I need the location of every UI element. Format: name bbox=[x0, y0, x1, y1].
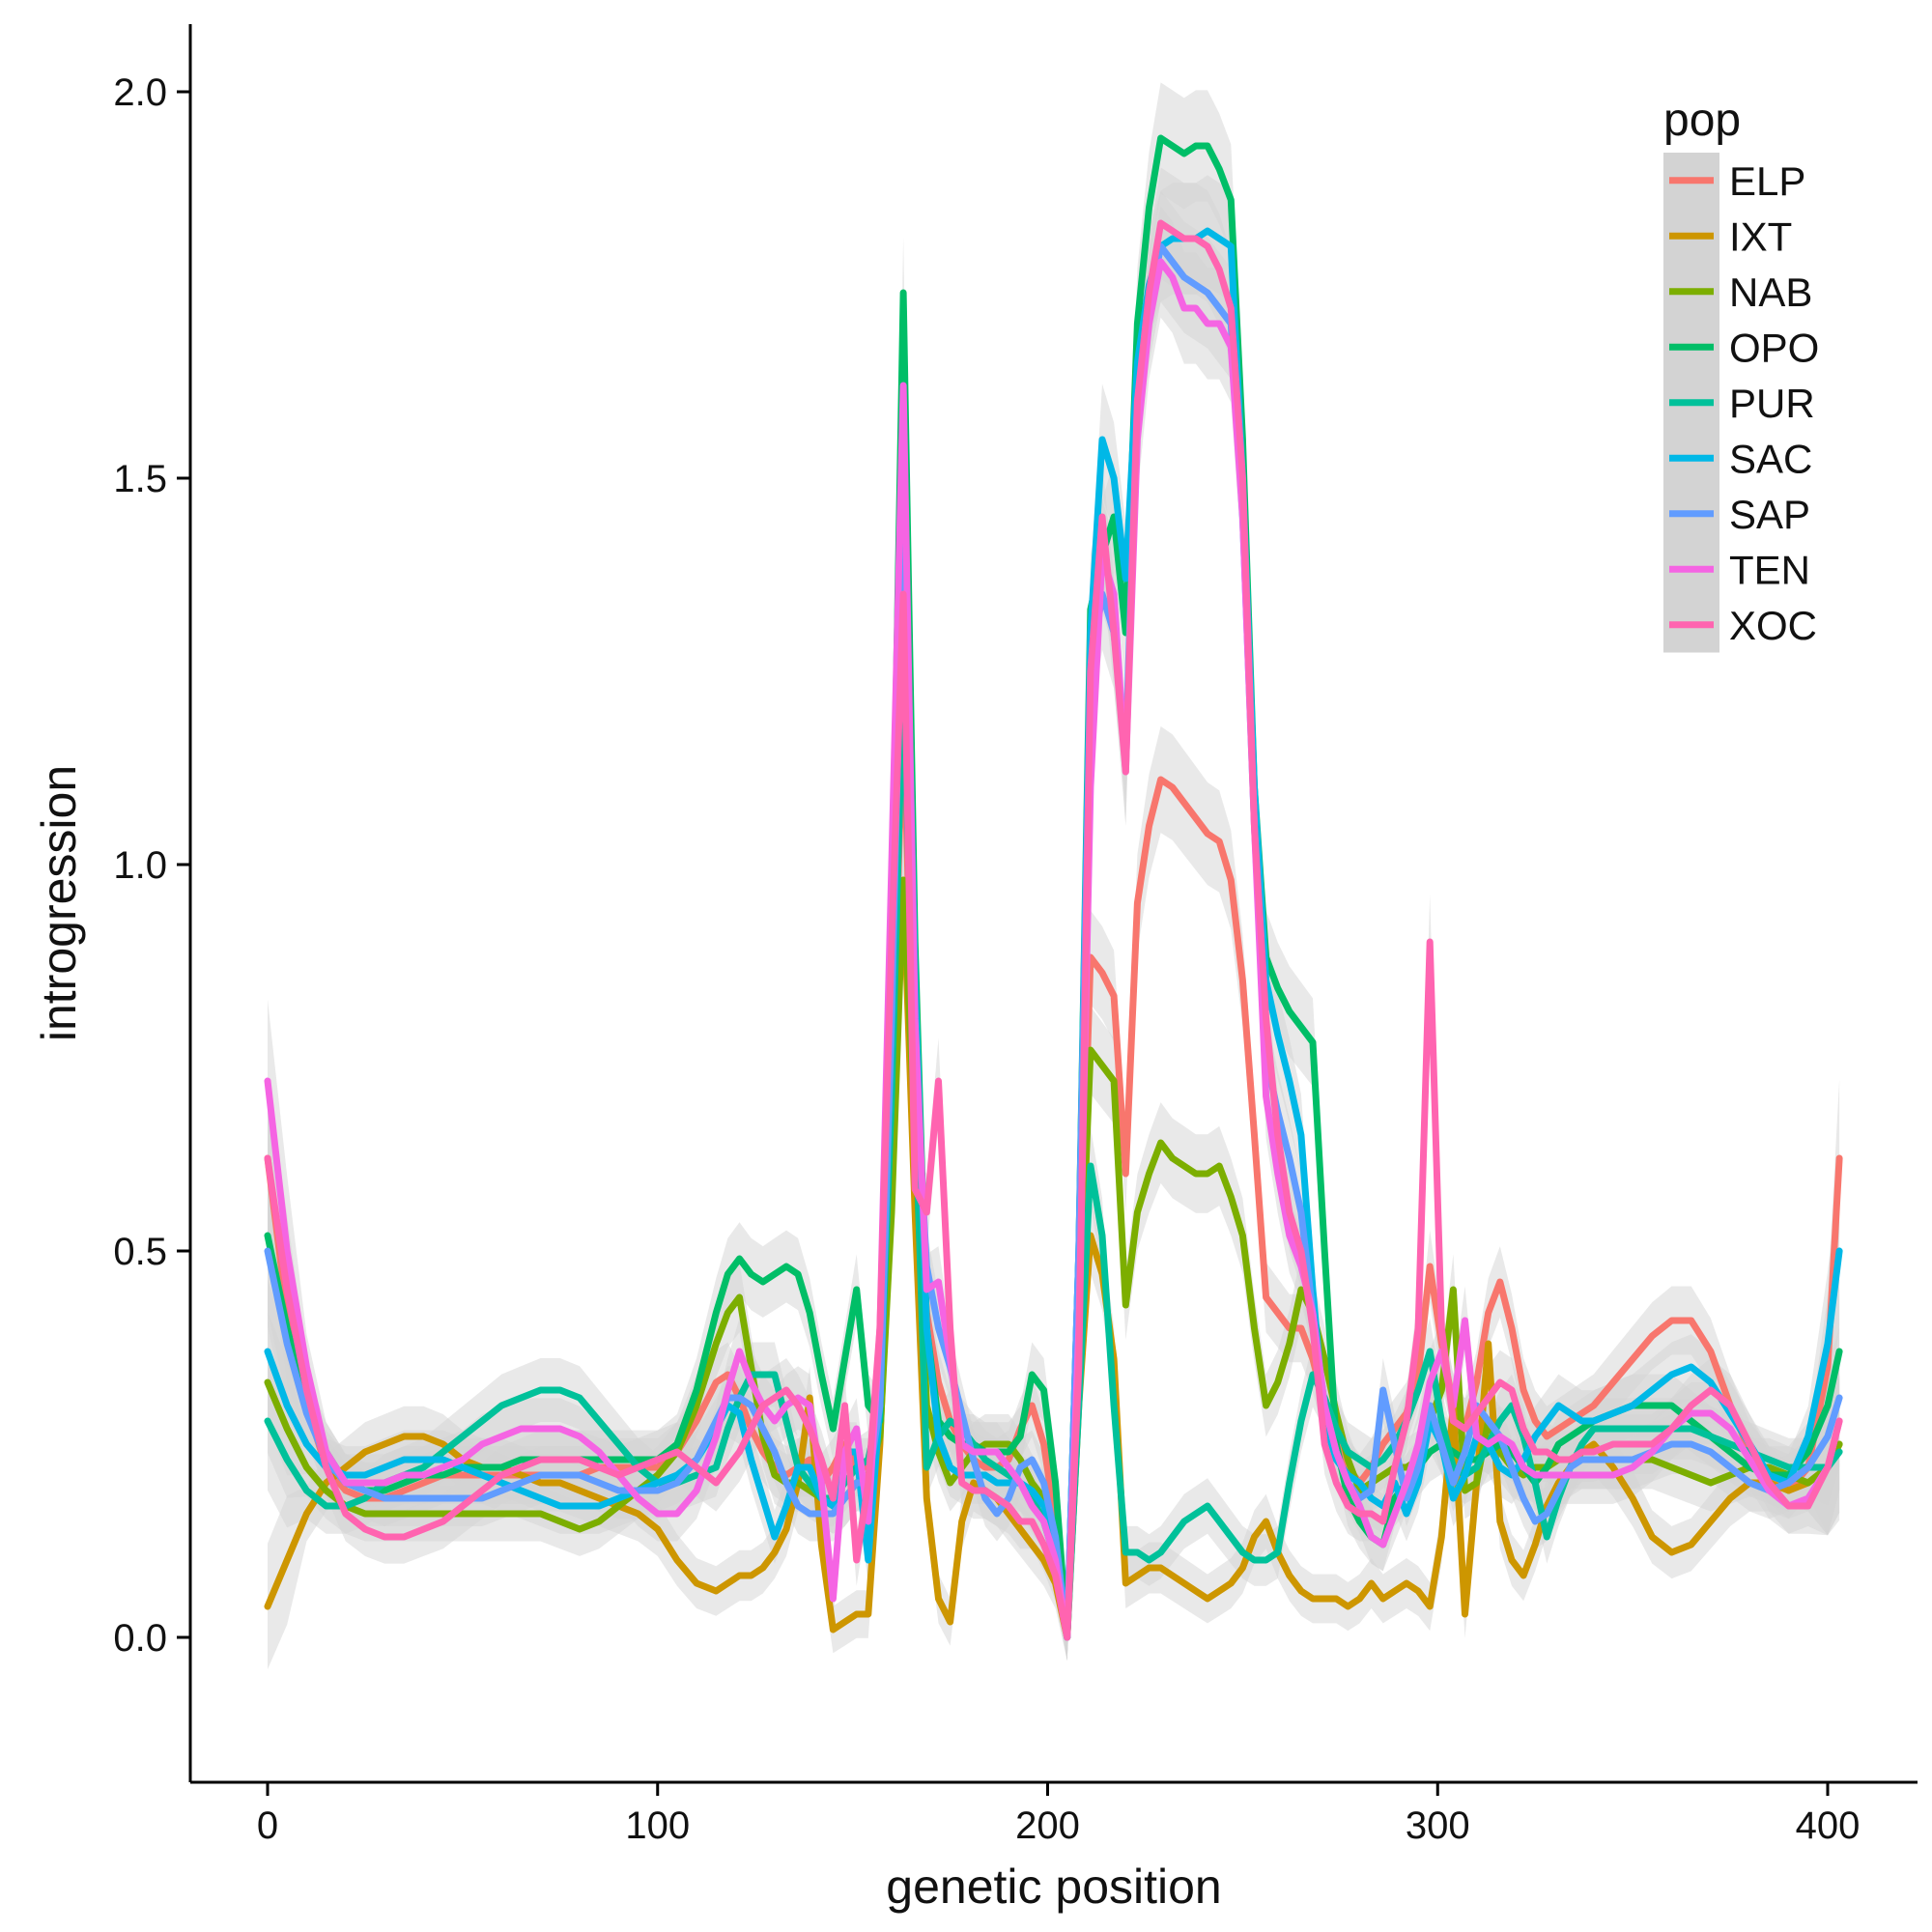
series-line-ixt bbox=[264, 876, 1843, 1641]
y-tick-label: 0.5 bbox=[113, 1231, 167, 1273]
legend-label-opo: OPO bbox=[1729, 325, 1819, 370]
legend-label-ten: TEN bbox=[1729, 547, 1810, 592]
series-line-pur bbox=[264, 668, 1843, 1641]
y-axis-title: introgression bbox=[32, 765, 86, 1041]
series-line-ten bbox=[264, 258, 1843, 1641]
legend-label-nab: NAB bbox=[1729, 270, 1812, 315]
x-axis-ticks: 0 100 200 300 400 bbox=[257, 1782, 1861, 1847]
x-tick-label: 100 bbox=[625, 1804, 690, 1847]
legend-title: pop bbox=[1663, 95, 1741, 146]
y-axis-ticks: 0.0 0.5 1.0 1.5 2.0 bbox=[113, 71, 190, 1660]
series-line-xoc bbox=[264, 219, 1843, 1641]
legend-label-sap: SAP bbox=[1729, 492, 1810, 537]
x-tick-label: 200 bbox=[1015, 1804, 1080, 1847]
axes: 0 100 200 300 400 0.0 0.5 1.0 1.5 2.0 genetic po… bbox=[32, 24, 1918, 1914]
x-axis-title: genetic position bbox=[886, 1860, 1221, 1914]
series-line-sac bbox=[264, 227, 1843, 1641]
x-tick-label: 300 bbox=[1406, 1804, 1470, 1847]
legend-label-xoc: XOC bbox=[1729, 603, 1817, 648]
legend-items: ELP IXT NAB OPO PUR SAC SAP TEN XOC bbox=[1669, 158, 1819, 648]
y-tick-label: 2.0 bbox=[113, 71, 167, 114]
series-line-elp bbox=[264, 706, 1843, 1641]
series-lines bbox=[264, 134, 1843, 1641]
x-tick-label: 0 bbox=[257, 1804, 278, 1847]
legend-label-ixt: IXT bbox=[1729, 213, 1792, 259]
x-tick-label: 400 bbox=[1796, 1804, 1861, 1847]
y-tick-label: 1.5 bbox=[113, 458, 167, 500]
legend: pop ELP IXT NAB OPO PUR SAC SAP TEN XOC bbox=[1663, 95, 1819, 653]
legend-label-sac: SAC bbox=[1729, 436, 1812, 481]
legend-label-pur: PUR bbox=[1729, 381, 1815, 426]
y-tick-label: 1.0 bbox=[113, 844, 167, 887]
y-tick-label: 0.0 bbox=[113, 1617, 167, 1660]
legend-label-elp: ELP bbox=[1729, 158, 1805, 204]
